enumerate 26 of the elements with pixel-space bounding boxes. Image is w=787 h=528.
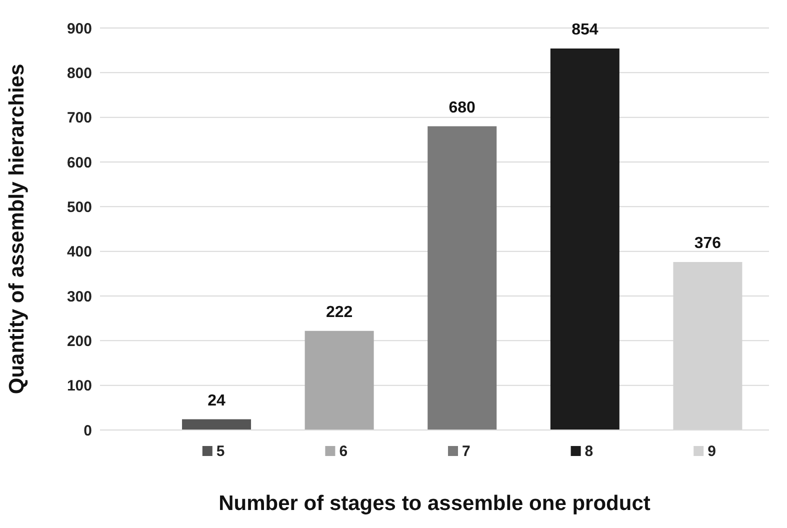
x-tick-label: 6 <box>339 443 348 460</box>
y-tick-label: 800 <box>66 64 92 82</box>
y-axis-title: Quantity of assembly hierarchies <box>5 64 28 394</box>
data-label: 680 <box>448 99 476 116</box>
y-tick-label: 700 <box>66 110 92 127</box>
data-label: 854 <box>572 22 598 39</box>
y-tick-label: 200 <box>66 332 92 350</box>
y-tick-label: 0 <box>84 422 92 440</box>
y-tick-label: 500 <box>66 198 92 216</box>
y-tick-label: 600 <box>66 154 92 172</box>
x-tick-label: 9 <box>708 443 716 460</box>
x-tick-label: 8 <box>584 443 594 460</box>
y-tick-label: 300 <box>66 288 92 306</box>
y-tick-label: 100 <box>66 378 92 395</box>
data-label: 222 <box>326 304 353 321</box>
data-label: 24 <box>208 392 226 410</box>
x-tick-label: 5 <box>216 443 225 460</box>
bar <box>550 48 620 430</box>
x-tick-label: 7 <box>462 443 470 460</box>
bar <box>182 419 252 430</box>
bar <box>428 126 497 430</box>
y-tick-label: 400 <box>66 244 92 261</box>
y-tick-label: 900 <box>66 20 92 38</box>
bar <box>304 330 374 430</box>
data-label: 376 <box>694 235 722 252</box>
x-axis-title: Number of stages to assemble one product <box>218 492 650 515</box>
